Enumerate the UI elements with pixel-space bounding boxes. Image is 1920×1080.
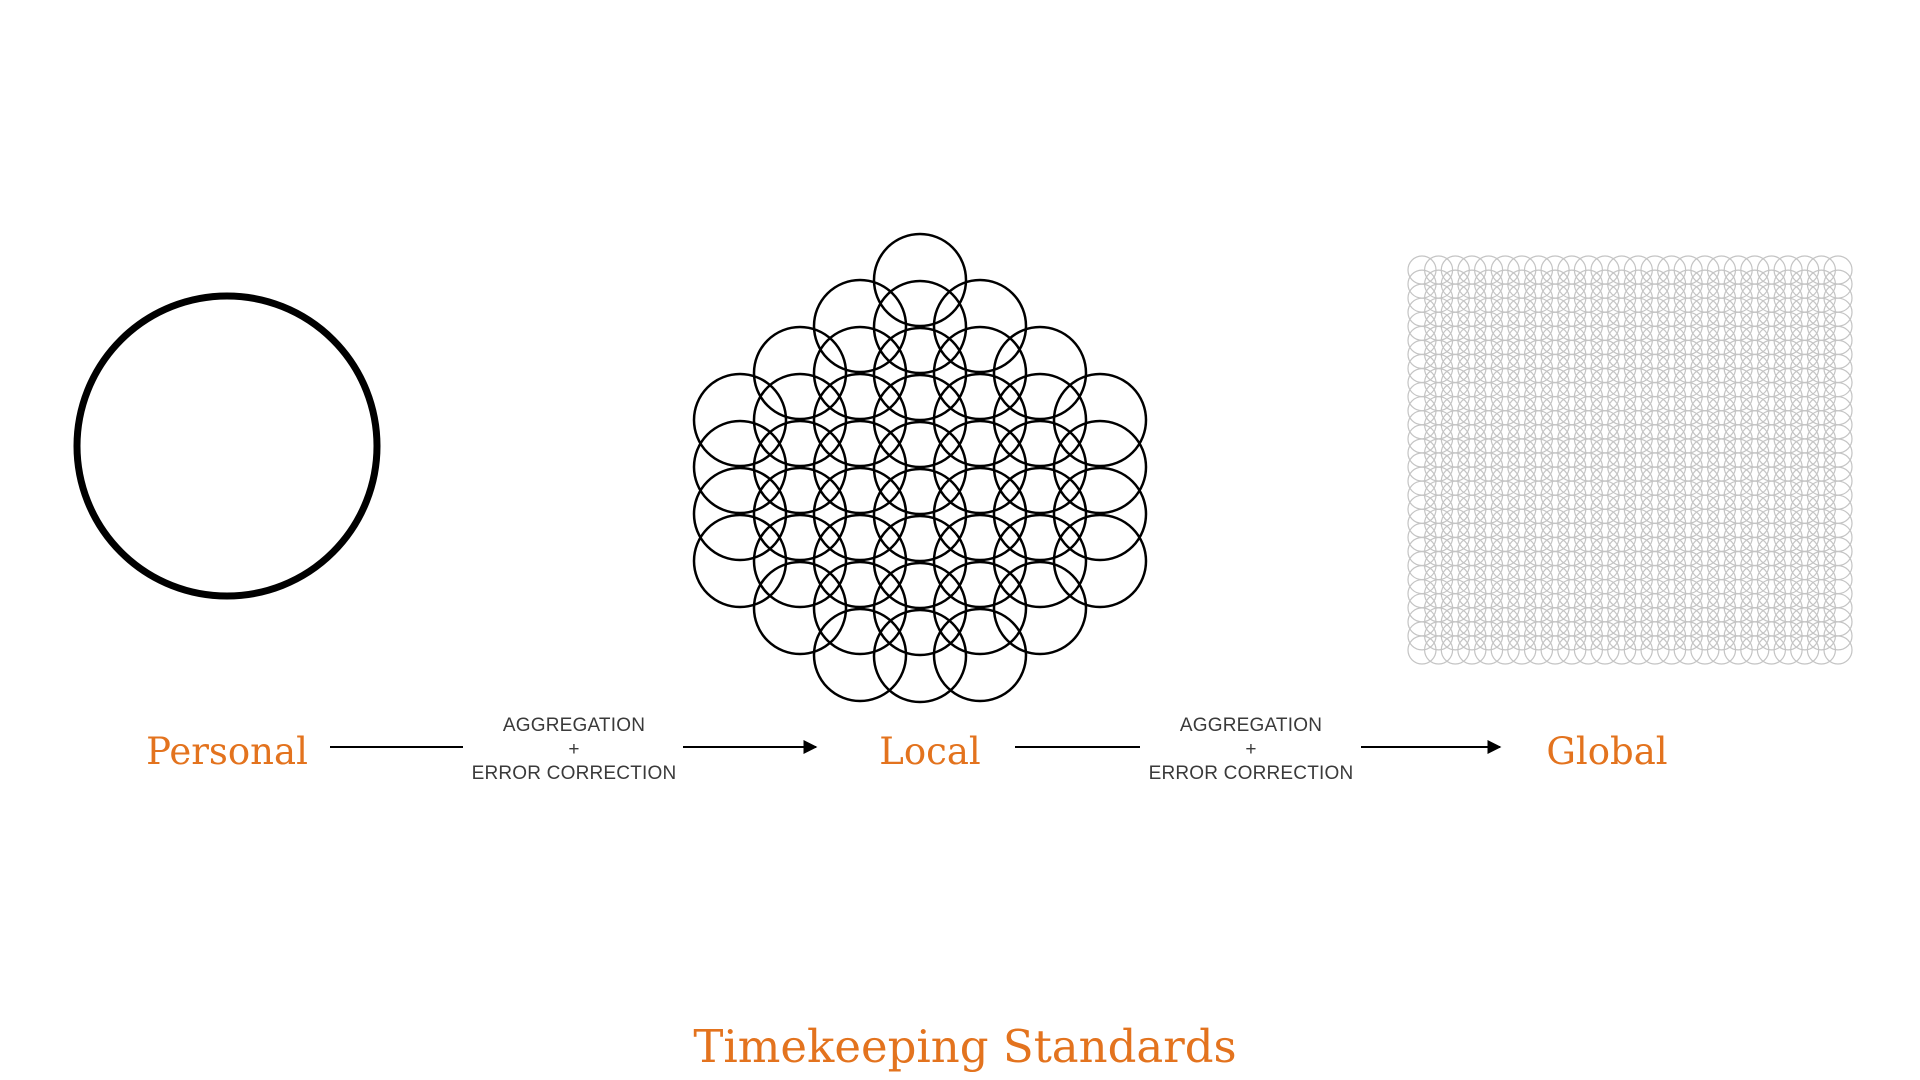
transition-personal-to-local: AGGREGATION + ERROR CORRECTION bbox=[330, 715, 818, 784]
cluster-circle bbox=[872, 232, 968, 328]
cluster-circle bbox=[812, 325, 908, 421]
cluster-circle bbox=[812, 278, 908, 374]
local-circle-cluster-icon bbox=[692, 232, 1148, 704]
global-circle-grid-icon bbox=[1407, 255, 1853, 665]
cluster-circle bbox=[932, 513, 1028, 609]
cluster-circle bbox=[752, 325, 848, 421]
cluster-circle bbox=[872, 561, 968, 657]
cluster-circle bbox=[1052, 466, 1148, 562]
cluster-circle bbox=[752, 513, 848, 609]
cluster-circle bbox=[932, 419, 1028, 515]
cluster-circle bbox=[752, 466, 848, 562]
cluster-circle bbox=[872, 514, 968, 610]
cluster-circle bbox=[752, 372, 848, 468]
cluster-circle bbox=[932, 607, 1028, 703]
cluster-circle bbox=[692, 372, 788, 468]
cluster-circle bbox=[812, 513, 908, 609]
cluster-circle bbox=[752, 560, 848, 656]
cluster-circle bbox=[1052, 513, 1148, 609]
cluster-circle bbox=[872, 467, 968, 563]
cluster-circle bbox=[992, 560, 1088, 656]
cluster-circle bbox=[1052, 419, 1148, 515]
stage-label-local: Local bbox=[879, 730, 980, 773]
cluster-circle bbox=[932, 560, 1028, 656]
transition-label-line3: ERROR CORRECTION bbox=[1149, 763, 1354, 784]
transition-label-plus: + bbox=[1245, 739, 1256, 760]
cluster-circle bbox=[992, 419, 1088, 515]
cluster-circle bbox=[992, 513, 1088, 609]
cluster-circle bbox=[992, 372, 1088, 468]
cluster-circle bbox=[932, 466, 1028, 562]
grid-circle bbox=[1823, 621, 1853, 651]
stage-label-personal: Personal bbox=[146, 730, 308, 773]
cluster-circle bbox=[812, 466, 908, 562]
transition-label-plus: + bbox=[568, 739, 579, 760]
personal-circle-icon bbox=[73, 292, 381, 600]
cluster-circle bbox=[992, 325, 1088, 421]
cluster-circle bbox=[692, 513, 788, 609]
transition-label-line1: AGGREGATION bbox=[503, 715, 645, 736]
diagram-title: Timekeeping Standards bbox=[693, 1020, 1236, 1073]
stage-label-global: Global bbox=[1546, 730, 1667, 773]
cluster-circle bbox=[872, 326, 968, 422]
cluster-circle bbox=[812, 607, 908, 703]
cluster-circle bbox=[992, 466, 1088, 562]
cluster-circle bbox=[812, 560, 908, 656]
transition-label-line1: AGGREGATION bbox=[1180, 715, 1322, 736]
grid-circle bbox=[1823, 635, 1853, 665]
transition-local-to-global: AGGREGATION + ERROR CORRECTION bbox=[1015, 715, 1502, 784]
cluster-circle bbox=[1052, 372, 1148, 468]
transition-label-line3: ERROR CORRECTION bbox=[472, 763, 677, 784]
cluster-circle bbox=[932, 278, 1028, 374]
cluster-circle bbox=[692, 466, 788, 562]
cluster-circle bbox=[872, 373, 968, 469]
cluster-circle bbox=[872, 420, 968, 516]
cluster-circle bbox=[692, 419, 788, 515]
cluster-circle bbox=[932, 372, 1028, 468]
cluster-circle bbox=[872, 608, 968, 704]
cluster-circle bbox=[812, 372, 908, 468]
cluster-circle bbox=[872, 279, 968, 375]
cluster-circle bbox=[752, 419, 848, 515]
cluster-circle bbox=[932, 325, 1028, 421]
cluster-circle bbox=[812, 419, 908, 515]
